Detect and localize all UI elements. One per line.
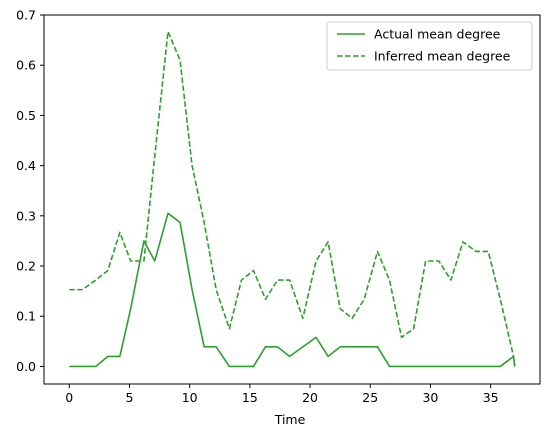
x-tick-label: 0	[65, 390, 73, 405]
x-tick-label: 10	[182, 390, 198, 405]
legend-label-inferred: Inferred mean degree	[374, 49, 511, 64]
legend-box	[326, 21, 533, 71]
y-tick-label: 0.0	[16, 359, 36, 374]
legend: Actual mean degree Inferred mean degree	[326, 21, 533, 71]
y-tick-label: 0.4	[16, 158, 36, 173]
plot-frame	[43, 14, 541, 385]
x-tick-label: 5	[125, 390, 133, 405]
x-tick-label: 35	[483, 390, 499, 405]
y-axis: 0.0 0.1 0.2 0.3 0.4 0.5 0.6 0.7	[16, 8, 44, 374]
x-tick-label: 25	[362, 390, 378, 405]
x-axis-title: Time	[274, 412, 306, 427]
y-tick-label: 0.3	[16, 208, 36, 223]
series-line-inferred	[69, 30, 516, 367]
y-tick-label: 0.5	[16, 108, 36, 123]
legend-label-actual: Actual mean degree	[374, 27, 501, 42]
plot-lines	[69, 30, 516, 368]
y-tick-label: 0.2	[16, 259, 36, 274]
y-tick-label: 0.7	[16, 8, 36, 23]
x-tick-label: 30	[422, 390, 438, 405]
x-tick-label: 15	[242, 390, 258, 405]
y-tick-label: 0.6	[16, 58, 36, 73]
x-tick-label: 20	[302, 390, 318, 405]
x-axis: 0 5 10 15 20 25 30 35	[65, 384, 499, 405]
y-tick-label: 0.1	[16, 309, 36, 324]
